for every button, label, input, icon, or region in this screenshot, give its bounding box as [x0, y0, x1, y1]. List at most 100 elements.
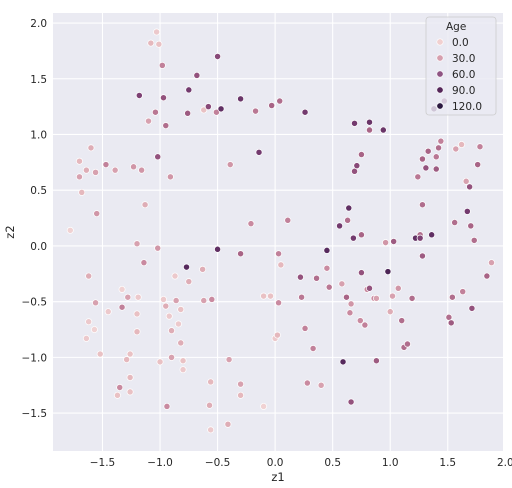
data-point — [214, 53, 222, 60]
data-point — [141, 201, 149, 209]
data-point — [162, 302, 170, 310]
data-point — [276, 97, 284, 105]
data-point — [313, 274, 321, 282]
data-point — [382, 239, 390, 247]
data-point — [357, 151, 365, 158]
y-tick-label: −1.5 — [22, 408, 48, 420]
legend-entries: 0.0 30.0 60.0 90.0 120.0 — [436, 37, 482, 113]
data-point — [301, 324, 309, 332]
data-point — [133, 328, 141, 336]
data-point — [451, 219, 459, 226]
data-point — [165, 312, 173, 320]
data-point — [247, 220, 255, 228]
data-point — [448, 293, 456, 301]
data-point — [204, 103, 212, 111]
data-point — [414, 173, 422, 181]
data-point — [428, 231, 436, 239]
data-point — [214, 245, 222, 253]
data-point — [138, 166, 146, 174]
data-point — [140, 259, 148, 267]
x-tick-label: 0.0 — [267, 457, 284, 469]
data-point — [459, 288, 467, 296]
data-point — [252, 107, 260, 115]
data-point — [207, 378, 215, 386]
x-axis-label: z1 — [271, 470, 284, 484]
data-point — [82, 166, 90, 174]
legend-box — [425, 16, 497, 116]
data-point — [133, 240, 141, 248]
x-tick-label: 0.5 — [324, 457, 341, 469]
data-point — [237, 391, 245, 399]
data-point — [483, 272, 491, 280]
data-point — [172, 297, 180, 304]
data-point — [154, 153, 162, 161]
data-point — [357, 231, 365, 239]
data-point — [275, 299, 283, 307]
data-point — [199, 265, 207, 273]
data-point — [134, 293, 142, 301]
legend-title: Age — [446, 21, 466, 33]
data-point — [424, 147, 432, 155]
data-point — [416, 234, 424, 242]
data-point — [366, 118, 373, 126]
data-points — [66, 28, 495, 434]
data-point — [366, 284, 373, 292]
data-point — [343, 293, 350, 301]
data-point — [317, 381, 325, 389]
data-point — [168, 353, 175, 361]
data-point — [116, 384, 124, 391]
data-point — [353, 162, 361, 170]
data-point — [130, 163, 138, 171]
data-point — [474, 161, 482, 169]
data-point — [126, 388, 134, 396]
data-point — [207, 426, 215, 434]
data-point — [432, 165, 440, 173]
data-point — [114, 391, 121, 399]
data-point — [87, 144, 95, 152]
y-tick-label: −0.5 — [22, 297, 48, 309]
legend-marker — [436, 70, 444, 78]
data-point — [162, 122, 170, 130]
data-point — [177, 306, 185, 313]
data-point — [366, 126, 373, 134]
data-point — [404, 340, 411, 348]
x-tick-labels: −1.5 −1.0 −0.5 0.0 0.5 1.0 1.5 2.0 — [90, 457, 512, 469]
data-point — [277, 261, 285, 269]
data-point — [255, 148, 263, 156]
data-point — [226, 161, 234, 169]
data-point — [418, 155, 426, 163]
legend-label: 60.0 — [452, 69, 475, 81]
data-point — [379, 126, 387, 134]
data-point — [432, 153, 440, 161]
data-point — [260, 402, 268, 410]
data-point — [102, 161, 110, 169]
data-point — [104, 308, 112, 316]
data-point — [237, 380, 245, 388]
data-point — [155, 40, 163, 48]
data-point — [85, 318, 93, 326]
data-point — [418, 252, 426, 260]
data-point — [126, 373, 134, 381]
data-point — [183, 263, 190, 271]
y-tick-label: 1.5 — [30, 74, 47, 86]
data-point — [111, 166, 119, 174]
data-point — [200, 297, 208, 304]
data-point — [466, 183, 474, 191]
data-point — [463, 207, 471, 215]
legend-label: 30.0 — [452, 53, 475, 65]
data-point — [296, 273, 304, 281]
data-point — [168, 327, 175, 335]
data-point — [267, 292, 274, 300]
data-point — [301, 108, 309, 116]
data-point — [394, 284, 402, 292]
data-point — [237, 95, 245, 103]
data-point — [171, 272, 179, 280]
data-point — [488, 259, 495, 267]
data-point — [160, 94, 167, 102]
data-point — [92, 168, 100, 176]
data-point — [386, 308, 394, 316]
data-point — [224, 420, 232, 428]
x-tick-label: −1.0 — [147, 457, 173, 469]
y-tick-labels: −1.5 −1.0 −0.5 0.0 0.5 1.0 1.5 2.0 — [22, 18, 48, 420]
